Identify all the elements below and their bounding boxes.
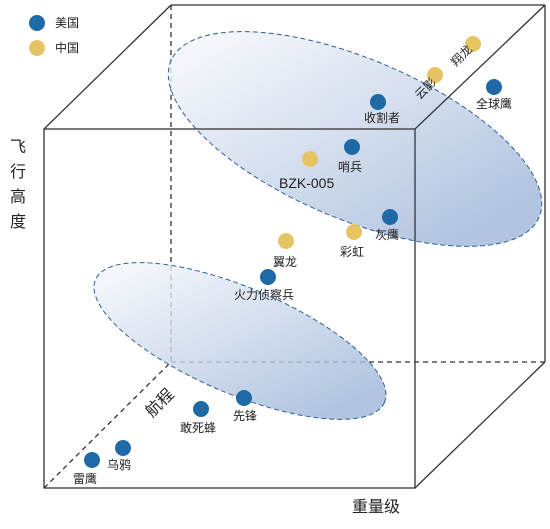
aircraft-marker-china bbox=[302, 151, 318, 167]
aircraft-marker-china bbox=[278, 233, 294, 249]
aircraft-label: 雷鹰 bbox=[73, 471, 97, 486]
aircraft-marker-usa bbox=[193, 401, 209, 417]
legend-china-label: 中国 bbox=[55, 40, 79, 55]
aircraft-label: 乌鸦 bbox=[107, 457, 131, 472]
aircraft-marker-usa bbox=[115, 440, 131, 456]
legend-usa-label: 美国 bbox=[55, 16, 79, 30]
legend-china-marker bbox=[29, 40, 45, 56]
axis-depth-label: 航程 bbox=[141, 385, 177, 421]
aircraft-marker-usa bbox=[370, 94, 386, 110]
aircraft-label: 收割者 bbox=[364, 110, 400, 125]
aircraft-label: 翼龙 bbox=[273, 255, 297, 269]
aircraft-marker-china bbox=[346, 224, 362, 240]
aircraft-label: 火力侦察兵 bbox=[234, 288, 294, 302]
aircraft-label: 先锋 bbox=[233, 409, 257, 423]
cube-depth-edge-top-left bbox=[43, 4, 172, 130]
aircraft-label: 哨兵 bbox=[338, 159, 362, 174]
aircraft-marker-usa bbox=[260, 269, 276, 285]
cube-front-face bbox=[43, 4, 546, 489]
cluster-ellipse-small bbox=[93, 262, 387, 420]
cluster-ellipse-large bbox=[167, 31, 543, 247]
aircraft-marker-usa bbox=[236, 390, 252, 406]
axis-vertical-char: 行 bbox=[10, 162, 26, 181]
aircraft-marker-usa bbox=[382, 209, 398, 225]
aircraft-marker-usa bbox=[84, 452, 100, 468]
cube-front-rect bbox=[43, 128, 416, 489]
axis-vertical-char: 高 bbox=[10, 187, 26, 206]
axis-vertical-char: 度 bbox=[10, 212, 26, 231]
axis-vertical-label: 飞 行 高 度 bbox=[10, 137, 26, 231]
aircraft-marker-china bbox=[465, 36, 481, 52]
cube-depth-edge-bottom-right bbox=[414, 361, 546, 489]
aircraft-label: BZK-005 bbox=[279, 175, 334, 191]
aircraft-marker-usa bbox=[344, 139, 360, 155]
aircraft-label: 彩虹 bbox=[340, 245, 364, 259]
legend-usa-marker bbox=[29, 15, 45, 31]
axis-horizontal-label: 重量级 bbox=[352, 497, 400, 516]
legend: 美国 中国 bbox=[29, 15, 79, 56]
aircraft-label: 灰鹰 bbox=[375, 227, 399, 242]
axis-vertical-char: 飞 bbox=[10, 137, 26, 156]
aircraft-label: 全球鹰 bbox=[476, 96, 512, 111]
aircraft-marker-usa bbox=[486, 79, 502, 95]
cube-depth-edge-top-right bbox=[414, 4, 546, 130]
aircraft-label: 敢死蜂 bbox=[180, 421, 216, 435]
cube-depth-edge-bottom-left bbox=[43, 361, 172, 489]
aircraft-marker-china bbox=[427, 67, 443, 83]
